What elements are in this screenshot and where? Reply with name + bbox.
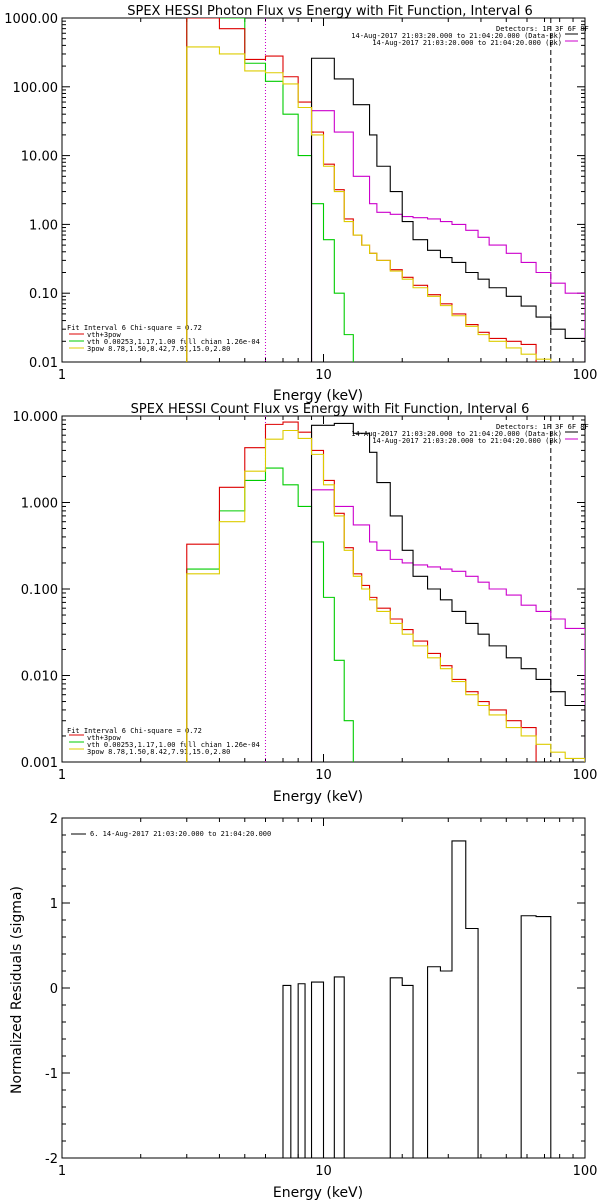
y-tick-label: 0 [50, 982, 58, 997]
y-tick-label: 100.00 [13, 81, 59, 96]
legend-entry-residual: 6. 14-Aug-2017 21:03:20.000 to 21:04:20.… [90, 830, 271, 838]
x-tick-label: 1 [58, 768, 66, 783]
y-tick-label: 0.001 [21, 756, 58, 771]
series-3pow [186, 46, 552, 362]
chart-title: SPEX HESSI Photon Flux vs Energy with Fi… [127, 4, 533, 19]
x-axis-label: Energy (keV) [273, 388, 363, 404]
fit-legend-vth-3pow: vth+3pow [87, 331, 122, 339]
photon-flux-panel: SPEX HESSI Photon Flux vs Energy with Fi… [4, 4, 598, 404]
y-tick-label: 2 [50, 812, 58, 827]
series-vth [186, 18, 354, 362]
residuals-panel: Energy (keV) Normalized Residuals (sigma… [9, 812, 597, 1200]
y-tick-label: -2 [45, 1152, 58, 1167]
x-tick-label: 100 [573, 368, 598, 383]
x-tick-label: 10 [315, 368, 332, 383]
legend-entry-bk: 14-Aug-2017 21:03:20.000 to 21:04:20.000… [372, 437, 562, 445]
y-tick-label: 1.000 [21, 497, 58, 512]
legend-entry-data-bk: 14-Aug-2017 21:03:20.000 to 21:04:20.000… [351, 32, 562, 40]
detectors-label: Detectors: 1F 3F 6F 8F [496, 423, 589, 431]
y-tick-label: 10.00 [21, 150, 58, 165]
x-tick-label: 10 [315, 768, 332, 783]
y-tick-label: 0.100 [21, 583, 58, 598]
chart-title: SPEX HESSI Count Flux vs Energy with Fit… [131, 402, 530, 417]
y-tick-label: 1 [50, 897, 58, 912]
series-residual [282, 840, 552, 1158]
y-tick-label: 1000.00 [4, 12, 58, 27]
fit-legend-header: Fit Interval 6 Chi-square = 0.72 [67, 324, 202, 332]
series-data-bk [310, 422, 585, 762]
fit-legend-vth: vth 0.00253,1.17,1.00 full chian 1.26e-0… [87, 741, 260, 749]
plot-frame [61, 17, 586, 363]
x-axis-label: Energy (keV) [273, 789, 363, 805]
x-tick-label: 1 [58, 1164, 66, 1179]
fit-legend-header: Fit Interval 6 Chi-square = 0.72 [67, 727, 202, 735]
x-tick-label: 100 [573, 768, 598, 783]
series-data-bk [310, 57, 585, 362]
series-3pow [186, 429, 585, 762]
y-tick-label: 0.10 [29, 287, 58, 302]
fit-legend-3pow: 3pow 8.78,1.50,8.42,7.91,15.0,2.80 [87, 345, 230, 353]
fit-legend-vth-3pow: vth+3pow [87, 734, 122, 742]
series-bk [310, 110, 585, 362]
fit-legend-3pow: 3pow 8.78,1.50,8.42,7.91,15.0,2.80 [87, 748, 230, 756]
y-tick-label: 0.010 [21, 670, 58, 685]
x-axis-label: Energy (keV) [273, 1185, 363, 1200]
detectors-label: Detectors: 1F 3F 6F 8F [496, 25, 589, 33]
y-tick-label: 0.01 [29, 356, 58, 371]
x-tick-label: 100 [573, 1164, 598, 1179]
legend-entry-data-bk: 14-Aug-2017 21:03:20.000 to 21:04:20.000… [351, 430, 562, 438]
x-tick-label: 1 [58, 368, 66, 383]
y-tick-label: -1 [45, 1067, 58, 1082]
fit-legend-vth: vth 0.00253,1.17,1.00 full chian 1.26e-0… [87, 338, 260, 346]
legend-entry-bk: 14-Aug-2017 21:03:20.000 to 21:04:20.000… [372, 39, 562, 47]
y-tick-label: 1.00 [29, 218, 58, 233]
y-tick-label: 10.000 [13, 410, 59, 425]
count-flux-panel: SPEX HESSI Count Flux vs Energy with Fit… [13, 402, 598, 805]
y-axis-label: Normalized Residuals (sigma) [9, 886, 25, 1094]
x-tick-label: 10 [315, 1164, 332, 1179]
